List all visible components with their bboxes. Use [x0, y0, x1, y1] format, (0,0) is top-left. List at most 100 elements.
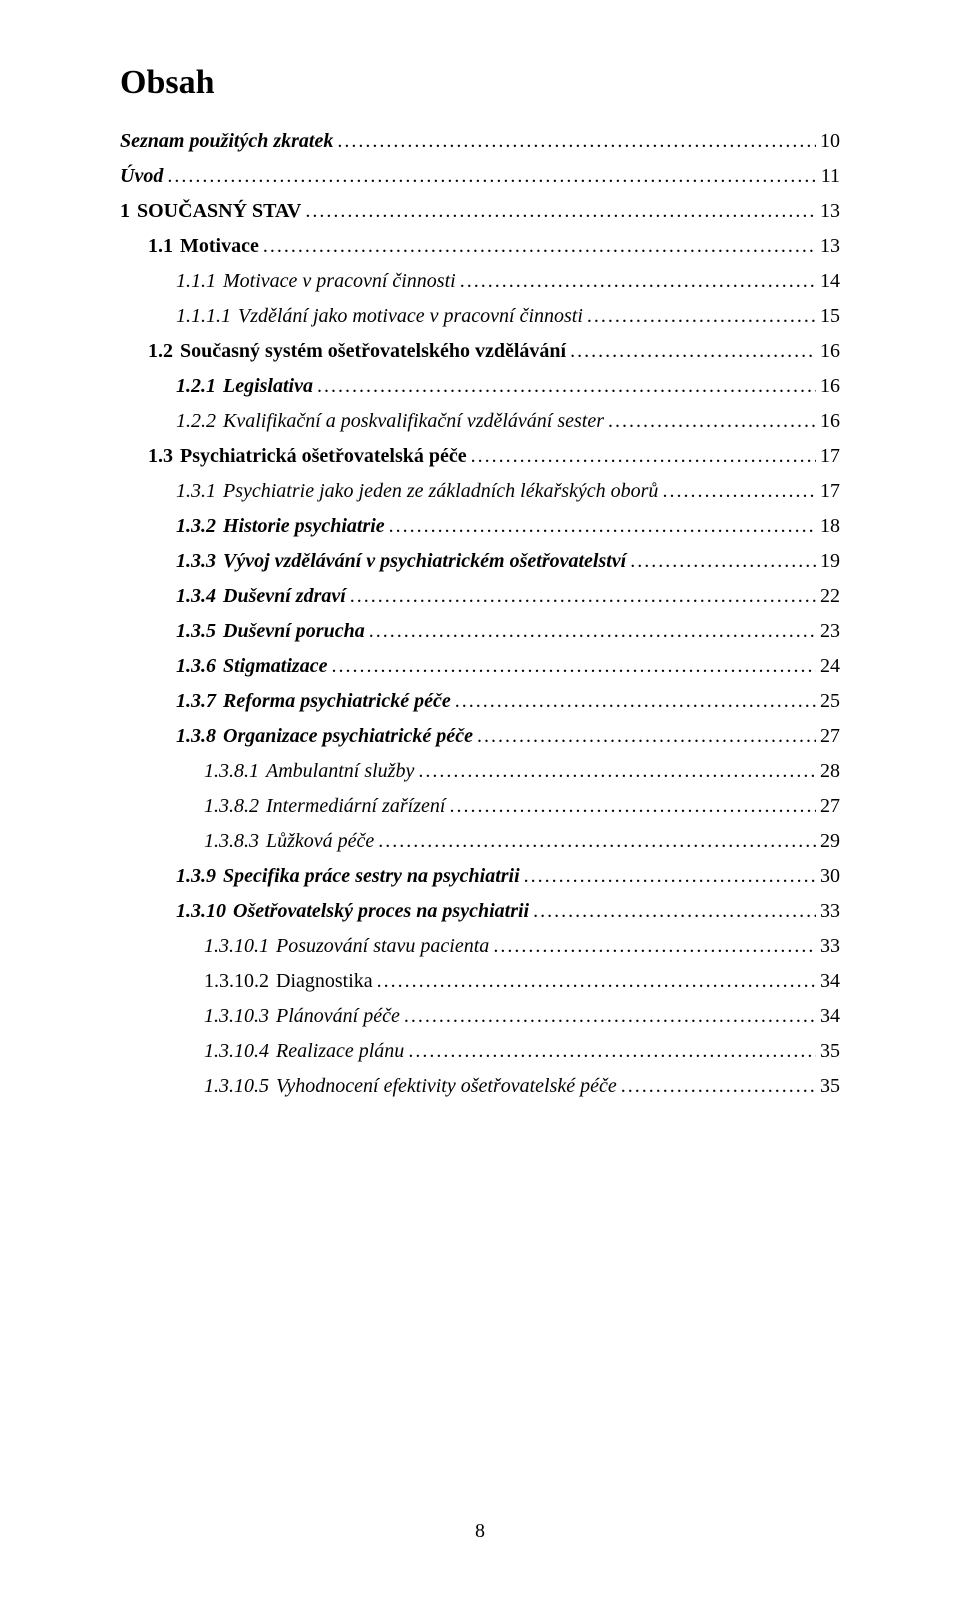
toc-leader-dots [493, 929, 816, 964]
toc-entry-page: 28 [820, 754, 840, 789]
toc-entry-number: 1.3.8 [176, 719, 216, 754]
toc-entry-label: 1.1Motivace [148, 229, 259, 264]
toc-entry: 1.3.10Ošetřovatelský proces na psychiatr… [120, 894, 840, 929]
toc-leader-dots [460, 264, 816, 299]
toc-entry: 1.3.5Duševní porucha 23 [120, 614, 840, 649]
toc-entry-page: 11 [820, 159, 840, 194]
toc-leader-dots [471, 439, 816, 474]
toc-entry-text: Organizace psychiatrické péče [223, 719, 473, 754]
toc-entry-page: 15 [820, 299, 840, 334]
toc-entry-text: Seznam použitých zkratek [120, 130, 333, 152]
toc-entry: 1.3.1Psychiatrie jako jeden ze základníc… [120, 474, 840, 509]
toc-entry: 1.2.2Kvalifikační a poskvalifikační vzdě… [120, 404, 840, 439]
toc-entry-text: Psychiatrická ošetřovatelská péče [180, 439, 467, 474]
toc-entry-page: 35 [820, 1069, 840, 1104]
toc-entry: 1.3.8.3Lůžková péče 29 [120, 824, 840, 859]
toc-entry: 1.3.10.2Diagnostika 34 [120, 964, 840, 999]
toc-entry: 1.3.8.2Intermediární zařízení27 [120, 789, 840, 824]
toc-entry-text: Ambulantní služby [266, 754, 414, 789]
toc-entry: 1.1.1.1Vzdělání jako motivace v pracovní… [120, 299, 840, 334]
table-of-contents: Seznam použitých zkratek10Úvod111SOUČASN… [120, 124, 840, 1104]
page-footer-number: 8 [0, 1520, 960, 1543]
toc-leader-dots [533, 894, 816, 929]
toc-entry-page: 17 [820, 439, 840, 474]
toc-entry-number: 1.3.10.2 [204, 964, 269, 999]
toc-entry-label: 1.3.2Historie psychiatrie [176, 509, 385, 544]
toc-leader-dots [378, 824, 816, 859]
toc-leader-dots [570, 334, 816, 369]
toc-entry-text: Diagnostika [276, 964, 373, 999]
toc-leader-dots [404, 999, 816, 1034]
toc-entry-text: Reforma psychiatrické péče [223, 684, 451, 719]
toc-entry-text: Lůžková péče [266, 824, 374, 859]
toc-entry: 1.3.3Vývoj vzdělávání v psychiatrickém o… [120, 544, 840, 579]
toc-entry-label: 1.2.2Kvalifikační a poskvalifikační vzdě… [176, 404, 604, 439]
toc-entry-number: 1.3.4 [176, 579, 216, 614]
toc-entry-label: 1.3.10.1Posuzování stavu pacienta [204, 929, 489, 964]
toc-entry: 1.1Motivace 13 [120, 229, 840, 264]
toc-entry-label: 1.3.10.5Vyhodnocení efektivity ošetřovat… [204, 1069, 617, 1104]
toc-entry-text: Stigmatizace [223, 649, 327, 684]
toc-entry: 1.2Současný systém ošetřovatelského vzdě… [120, 334, 840, 369]
toc-entry-page: 25 [820, 684, 840, 719]
toc-entry-label: 1.1.1.1Vzdělání jako motivace v pracovní… [176, 299, 583, 334]
toc-entry-label: 1.3.6Stigmatizace [176, 649, 327, 684]
toc-entry-page: 23 [820, 614, 840, 649]
toc-entry-text: Realizace plánu [276, 1034, 404, 1069]
toc-leader-dots [369, 614, 816, 649]
toc-entry-page: 13 [820, 229, 840, 264]
toc-entry-text: Současný systém ošetřovatelského vzděláv… [180, 334, 566, 369]
toc-entry-label: 1.3.8.1Ambulantní služby [204, 754, 414, 789]
toc-entry: 1.3.10.3Plánování péče34 [120, 999, 840, 1034]
toc-entry-text: SOUČASNÝ STAV [137, 194, 301, 229]
toc-leader-dots [621, 1069, 816, 1104]
toc-entry-label: 1.2Současný systém ošetřovatelského vzdě… [148, 334, 566, 369]
toc-leader-dots [524, 859, 816, 894]
toc-entry-label: 1.3.10.2Diagnostika [204, 964, 373, 999]
toc-entry-text: Duševní zdraví [223, 579, 346, 614]
toc-entry-text: Intermediární zařízení [266, 789, 445, 824]
toc-leader-dots [263, 229, 816, 264]
toc-entry-text: Úvod [120, 165, 163, 187]
toc-entry-label: 1.3 Psychiatrická ošetřovatelská péče [148, 439, 467, 474]
toc-entry-text: Historie psychiatrie [223, 509, 385, 544]
toc-entry-label: 1.3.4Duševní zdraví [176, 579, 346, 614]
toc-entry-number: 1.3.10.5 [204, 1069, 269, 1104]
toc-entry-label: 1.2.1Legislativa [176, 369, 313, 404]
toc-entry-label: 1.3.5Duševní porucha [176, 614, 365, 649]
toc-entry: 1.3.9Specifika práce sestry na psychiatr… [120, 859, 840, 894]
toc-entry-label: 1.3.9Specifika práce sestry na psychiatr… [176, 859, 520, 894]
toc-entry-text: Motivace v pracovní činnosti [223, 264, 456, 299]
toc-entry-label: 1SOUČASNÝ STAV [120, 194, 301, 229]
toc-entry-number: 1.3.8.3 [204, 824, 259, 859]
toc-entry-page: 33 [820, 894, 840, 929]
toc-entry-page: 16 [820, 369, 840, 404]
toc-entry-page: 29 [820, 824, 840, 859]
toc-entry-text: Specifika práce sestry na psychiatrii [223, 859, 520, 894]
toc-entry-text: Vyhodnocení efektivity ošetřovatelské pé… [276, 1069, 617, 1104]
toc-entry-number: 1.3.5 [176, 614, 216, 649]
toc-entry-text: Vývoj vzdělávání v psychiatrickém ošetřo… [223, 544, 626, 579]
toc-entry-number: 1 [120, 194, 130, 229]
toc-entry-page: 27 [820, 789, 840, 824]
toc-entry-label: 1.3.10.4Realizace plánu [204, 1034, 404, 1069]
toc-entry: 1.3.10.1Posuzování stavu pacienta33 [120, 929, 840, 964]
toc-entry-text: Vzdělání jako motivace v pracovní činnos… [238, 299, 583, 334]
toc-entry-page: 18 [820, 509, 840, 544]
toc-entry-number: 1.1.1.1 [176, 299, 231, 334]
toc-entry-page: 34 [820, 964, 840, 999]
toc-leader-dots [337, 124, 816, 159]
toc-entry: 1.3.8.1Ambulantní služby 28 [120, 754, 840, 789]
toc-entry-label: 1.1.1Motivace v pracovní činnosti [176, 264, 456, 299]
toc-leader-dots [377, 964, 816, 999]
toc-entry: Úvod 11 [120, 159, 840, 194]
toc-leader-dots [305, 194, 816, 229]
toc-entry: 1.3.7Reforma psychiatrické péče25 [120, 684, 840, 719]
toc-entry-label: 1.3.3Vývoj vzdělávání v psychiatrickém o… [176, 544, 626, 579]
toc-leader-dots [408, 1034, 816, 1069]
toc-leader-dots [477, 719, 816, 754]
toc-entry-page: 16 [820, 334, 840, 369]
toc-entry-number: 1.3 [148, 439, 173, 474]
toc-title: Obsah [120, 64, 840, 102]
toc-leader-dots [350, 579, 816, 614]
